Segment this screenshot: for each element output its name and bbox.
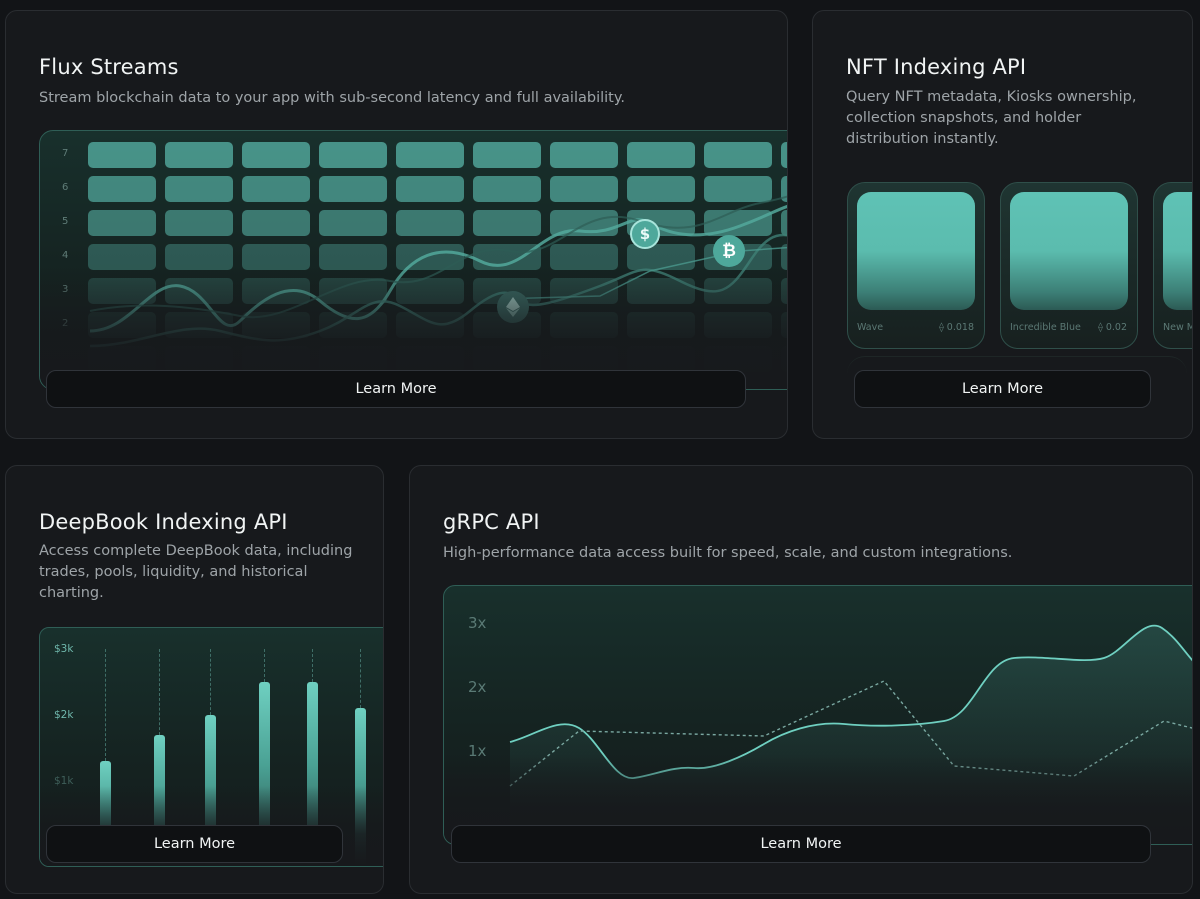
grpc-api-card: gRPC API High-performance data access bu…: [409, 465, 1193, 894]
nft-tile-row-fade: [847, 356, 1187, 396]
y-tick: $1k: [54, 775, 74, 787]
grid-block: [242, 244, 310, 270]
bar-guide-line: [312, 649, 313, 682]
grid-block: [473, 244, 541, 270]
nft-tile: Wave ⟠ 0.018: [847, 182, 985, 349]
card-title: NFT Indexing API: [846, 55, 1027, 79]
y-tick: $3k: [54, 643, 74, 655]
grid-block: [242, 210, 310, 236]
grid-block: [781, 210, 787, 236]
grid-block: [704, 176, 772, 202]
bar-guide-line: [159, 649, 160, 735]
description-line: trades, pools, liquidity, and historical: [39, 564, 308, 580]
eth-icon: ⟠: [1098, 322, 1106, 333]
bitcoin-icon: ₿: [713, 235, 745, 267]
flux-learn-more-button[interactable]: Learn More: [46, 370, 746, 408]
grid-block: [473, 176, 541, 202]
grid-block: [319, 142, 387, 168]
price-bar: [259, 682, 270, 866]
grid-block: [88, 142, 156, 168]
grid-block: [396, 176, 464, 202]
description-line: distribution instantly.: [846, 131, 999, 147]
y-tick: 6: [62, 182, 69, 193]
flux-streams-card: Flux Streams Stream blockchain data to y…: [5, 10, 788, 439]
nft-tile: New M: [1153, 182, 1193, 349]
grid-block: [473, 142, 541, 168]
grid-block: [396, 142, 464, 168]
price-bar: [307, 682, 318, 866]
grid-block: [242, 142, 310, 168]
grid-block: [781, 176, 787, 202]
description-line: charting.: [39, 585, 104, 601]
nft-tile: Incredible Blue ⟠ 0.02: [1000, 182, 1138, 349]
bar-guide-line: [264, 649, 265, 682]
eth-icon: ⟠: [939, 322, 947, 333]
y-tick: 5: [62, 216, 69, 227]
grid-block: [319, 210, 387, 236]
description-line: Access complete DeepBook data, including: [39, 543, 353, 559]
grpc-chart: 3x 2x 1x: [443, 585, 1192, 845]
y-tick: $2k: [54, 709, 74, 721]
nft-learn-more-button[interactable]: Learn More: [854, 370, 1151, 408]
card-description: Query NFT metadata, Kiosks ownership, co…: [846, 87, 1136, 150]
nft-price: ⟠ 0.02: [1098, 322, 1127, 333]
deepbook-learn-more-button[interactable]: Learn More: [46, 825, 343, 863]
grid-block: [165, 244, 233, 270]
grid-block: [627, 176, 695, 202]
flux-lines: [89, 195, 787, 348]
grid-block: [704, 142, 772, 168]
grid-block: [781, 244, 787, 270]
grid-block: [88, 244, 156, 270]
grid-block: [396, 210, 464, 236]
grpc-lines: [509, 624, 1192, 844]
grid-block: [627, 142, 695, 168]
nft-name: Incredible Blue: [1010, 322, 1081, 333]
nft-name: Wave: [857, 322, 884, 333]
grid-block: [550, 142, 618, 168]
grid-block: [165, 176, 233, 202]
y-tick: 7: [62, 148, 69, 159]
y-tick: 2x: [468, 678, 487, 696]
bar-guide-line: [105, 649, 106, 762]
nft-price: ⟠ 0.018: [939, 322, 974, 333]
description-line: collection snapshots, and holder: [846, 110, 1082, 126]
grid-block: [88, 210, 156, 236]
grid-block: [550, 244, 618, 270]
grpc-learn-more-button[interactable]: Learn More: [451, 825, 1151, 863]
card-title: Flux Streams: [39, 55, 179, 79]
card-title: gRPC API: [443, 510, 540, 534]
grid-block: [165, 210, 233, 236]
deepbook-indexing-card: DeepBook Indexing API Access complete De…: [5, 465, 384, 894]
nft-indexing-card: NFT Indexing API Query NFT metadata, Kio…: [812, 10, 1193, 439]
grid-block: [550, 176, 618, 202]
grid-block: [781, 142, 787, 168]
nft-image: [857, 192, 975, 310]
card-title: DeepBook Indexing API: [39, 510, 288, 534]
grid-block: [88, 176, 156, 202]
grid-block: [319, 244, 387, 270]
grid-block: [242, 176, 310, 202]
nft-image: [1010, 192, 1128, 310]
ethereum-icon: [497, 291, 529, 323]
grid-block: [473, 210, 541, 236]
card-description: Access complete DeepBook data, including…: [39, 541, 352, 604]
grid-block: [627, 244, 695, 270]
nft-name: New M: [1163, 322, 1193, 333]
grid-block: [319, 176, 387, 202]
usdc-icon: $: [630, 219, 660, 249]
bar-guide-line: [360, 649, 361, 709]
card-description: Stream blockchain data to your app with …: [39, 90, 625, 106]
description-line: Query NFT metadata, Kiosks ownership,: [846, 89, 1137, 105]
flux-chart: 7 6 5 4 3 2 $ ₿: [39, 130, 787, 390]
nft-image: [1163, 192, 1192, 310]
grid-block: [396, 244, 464, 270]
y-tick: 3x: [468, 614, 487, 632]
grid-block: [165, 142, 233, 168]
bar-guide-line: [210, 649, 211, 715]
y-tick: 4: [62, 250, 69, 261]
card-description: High-performance data access built for s…: [443, 545, 1013, 561]
price-bar: [355, 708, 366, 866]
